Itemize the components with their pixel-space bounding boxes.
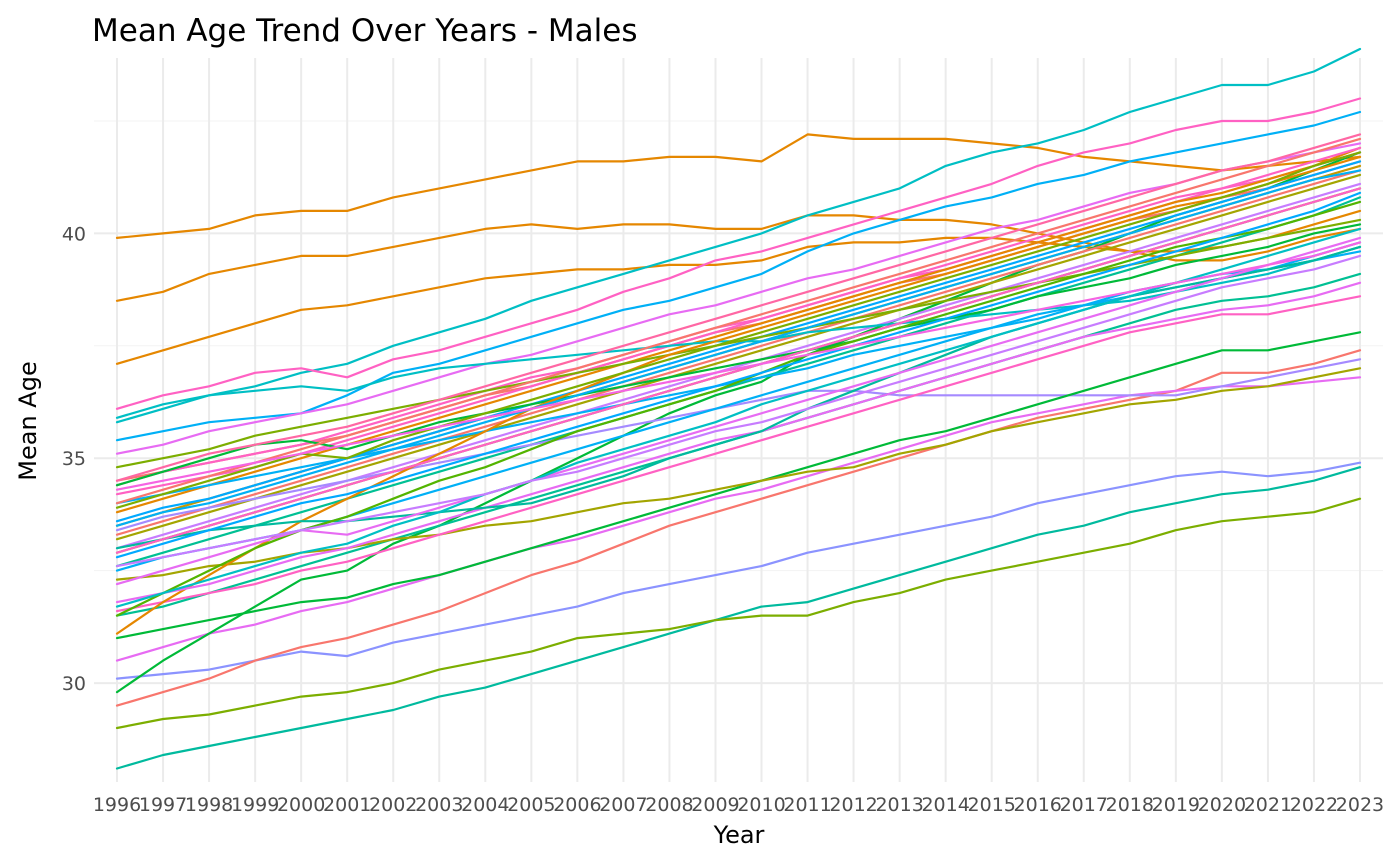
x-tick-label-1998: 1998 bbox=[185, 794, 233, 816]
series-line-6 bbox=[115, 461, 1362, 680]
x-tick-label-2003: 2003 bbox=[415, 794, 463, 816]
x-tick-label-2001: 2001 bbox=[323, 794, 371, 816]
series-line-26 bbox=[115, 218, 1362, 469]
y-axis-ticks: 30 35 40 bbox=[62, 223, 86, 695]
x-tick-label-2021: 2021 bbox=[1244, 794, 1292, 816]
series-line-40 bbox=[115, 133, 1362, 482]
x-tick-label-2009: 2009 bbox=[691, 794, 739, 816]
series-line-9 bbox=[115, 151, 1362, 694]
x-tick-label-1999: 1999 bbox=[231, 794, 279, 816]
y-tick-label-40: 40 bbox=[62, 223, 86, 245]
series-line-8 bbox=[115, 376, 1362, 662]
series-line-44 bbox=[115, 227, 1362, 608]
chart-title: Mean Age Trend Over Years - Males bbox=[92, 13, 638, 49]
x-tick-label-1997: 1997 bbox=[139, 794, 187, 816]
series-line-46 bbox=[115, 169, 1362, 527]
series-line-13 bbox=[115, 142, 1362, 455]
series-line-39 bbox=[115, 151, 1362, 509]
series-line-11 bbox=[115, 97, 1362, 410]
x-tick-label-2011: 2011 bbox=[783, 794, 831, 816]
series-line-30 bbox=[115, 331, 1362, 640]
x-tick-label-2014: 2014 bbox=[921, 794, 969, 816]
series-line-35 bbox=[115, 281, 1362, 604]
x-tick-label-2012: 2012 bbox=[829, 794, 877, 816]
y-tick-label-35: 35 bbox=[62, 448, 86, 470]
series-line-3 bbox=[115, 209, 1362, 365]
x-tick-label-2004: 2004 bbox=[461, 794, 509, 816]
x-tick-label-2000: 2000 bbox=[277, 794, 325, 816]
x-tick-label-2017: 2017 bbox=[1060, 794, 1108, 816]
series-line-1 bbox=[115, 133, 1362, 239]
x-tick-label-2013: 2013 bbox=[875, 794, 923, 816]
series-line-18 bbox=[115, 173, 1362, 541]
series-line-45 bbox=[115, 187, 1362, 554]
x-axis-title: Year bbox=[713, 821, 765, 849]
x-tick-label-2002: 2002 bbox=[369, 794, 417, 816]
y-tick-label-30: 30 bbox=[62, 673, 86, 695]
series-line-22 bbox=[115, 182, 1362, 550]
x-axis-ticks: 1996199719981999200020012002200320042005… bbox=[93, 794, 1384, 816]
series-line-43 bbox=[115, 236, 1362, 586]
x-tick-label-2019: 2019 bbox=[1152, 794, 1200, 816]
x-tick-label-2023: 2023 bbox=[1336, 794, 1384, 816]
series-line-37 bbox=[115, 245, 1362, 550]
series-line-23 bbox=[115, 169, 1362, 536]
series-line-42 bbox=[115, 191, 1362, 559]
x-tick-label-2015: 2015 bbox=[968, 794, 1016, 816]
series-line-16 bbox=[115, 146, 1362, 514]
series-line-48 bbox=[115, 241, 1362, 491]
series-line-33 bbox=[115, 295, 1362, 613]
x-tick-label-2005: 2005 bbox=[507, 794, 555, 816]
series-line-47 bbox=[115, 254, 1362, 568]
series-line-2 bbox=[115, 214, 1362, 302]
series-line-14 bbox=[115, 160, 1362, 482]
series-line-21 bbox=[115, 160, 1362, 523]
series-line-20 bbox=[115, 196, 1362, 568]
major-gridlines bbox=[94, 58, 1383, 782]
series-line-10 bbox=[115, 47, 1362, 424]
x-tick-label-2006: 2006 bbox=[553, 794, 601, 816]
x-tick-label-2007: 2007 bbox=[599, 794, 647, 816]
x-tick-label-2018: 2018 bbox=[1106, 794, 1154, 816]
x-tick-label-2010: 2010 bbox=[737, 794, 785, 816]
x-tick-label-2016: 2016 bbox=[1014, 794, 1062, 816]
series-line-4 bbox=[115, 466, 1362, 770]
x-tick-label-2008: 2008 bbox=[645, 794, 693, 816]
series-line-29 bbox=[115, 358, 1362, 532]
series-line-32 bbox=[115, 367, 1362, 581]
series-line-27 bbox=[115, 223, 1362, 487]
x-tick-label-2022: 2022 bbox=[1290, 794, 1338, 816]
series-lines bbox=[115, 47, 1362, 770]
series-line-24 bbox=[115, 146, 1362, 496]
y-axis-title: Mean Age bbox=[14, 361, 42, 480]
series-line-34 bbox=[115, 155, 1362, 635]
series-line-41 bbox=[115, 137, 1362, 505]
series-line-38 bbox=[115, 200, 1362, 617]
series-line-12 bbox=[115, 110, 1362, 442]
x-tick-label-1996: 1996 bbox=[93, 794, 141, 816]
x-tick-label-2020: 2020 bbox=[1198, 794, 1246, 816]
series-line-5 bbox=[115, 497, 1362, 730]
